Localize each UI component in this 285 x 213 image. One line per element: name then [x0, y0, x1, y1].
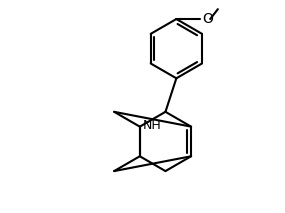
Text: O: O [202, 12, 213, 26]
Text: NH: NH [143, 119, 162, 132]
